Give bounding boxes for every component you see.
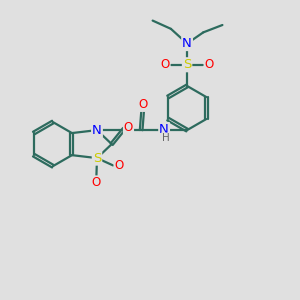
Text: O: O bbox=[114, 159, 124, 172]
Text: O: O bbox=[92, 176, 101, 189]
Text: O: O bbox=[160, 58, 169, 71]
Text: S: S bbox=[183, 58, 191, 71]
Text: N: N bbox=[159, 123, 169, 136]
Text: O: O bbox=[205, 58, 214, 71]
Text: H: H bbox=[162, 134, 170, 143]
Text: N: N bbox=[92, 124, 102, 136]
Text: O: O bbox=[124, 121, 133, 134]
Text: S: S bbox=[93, 152, 101, 165]
Text: N: N bbox=[182, 37, 192, 50]
Text: O: O bbox=[138, 98, 147, 111]
